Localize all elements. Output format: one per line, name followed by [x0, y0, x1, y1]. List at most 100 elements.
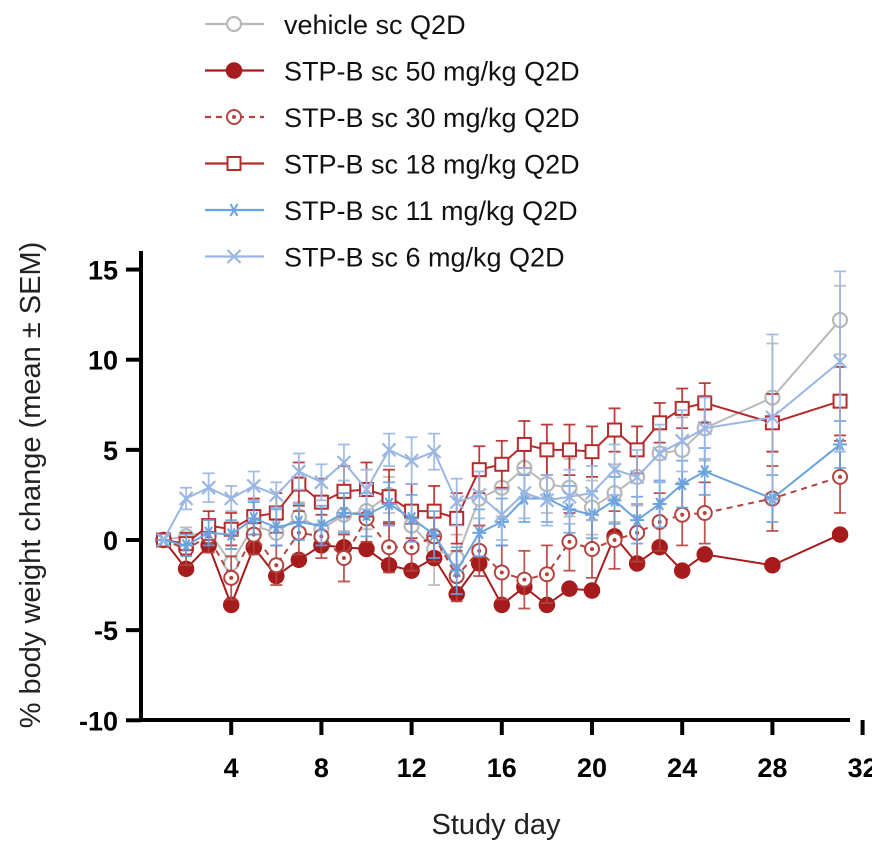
data-point: [404, 453, 419, 468]
plot-area: [155, 270, 849, 614]
data-point: [584, 541, 600, 558]
legend-marker: [227, 203, 241, 217]
x-tick-label: 4: [224, 753, 239, 783]
legend-marker: [225, 15, 243, 33]
axes: [139, 251, 850, 722]
data-point: [583, 582, 601, 599]
data-point: [584, 444, 600, 460]
data-point: [404, 511, 419, 525]
data-point: [630, 513, 645, 527]
data-point: [269, 520, 284, 534]
x-tick-label: 28: [757, 753, 787, 783]
data-point: [516, 436, 532, 452]
data-point: [427, 528, 442, 542]
data-point: [832, 354, 848, 369]
data-point: [493, 564, 510, 581]
data-point: [156, 532, 171, 548]
legend-marker: [226, 109, 242, 125]
data-point: [539, 442, 555, 458]
data-point: [472, 526, 487, 540]
data-point: [471, 487, 487, 503]
data-point: [291, 464, 307, 479]
data-point: [561, 580, 578, 597]
data-point: [359, 482, 374, 497]
data-point: [381, 442, 397, 458]
y-tick-label: -5: [94, 616, 118, 646]
data-point: [494, 456, 510, 472]
ticks: 15 10 5 0 -5 -10 4 8 12 16 20 24 28 32: [79, 256, 872, 783]
legend-item: STP-B sc 11 mg/kg Q2D: [205, 196, 578, 226]
data-point: [629, 469, 645, 485]
y-tick-label: 10: [88, 346, 118, 376]
data-point: [178, 491, 194, 506]
data-point: [336, 455, 352, 470]
data-point: [673, 562, 691, 579]
data-point: [674, 433, 690, 449]
x-tick-label: 12: [397, 753, 427, 783]
data-point: [696, 546, 713, 563]
data-point: [697, 420, 713, 436]
data-point: [335, 550, 352, 567]
data-point: [314, 519, 329, 533]
data-point: [561, 533, 578, 550]
x-axis-title: Study day: [432, 809, 561, 841]
data-point: [517, 485, 532, 501]
data-point: [674, 506, 691, 523]
data-point: [246, 511, 261, 525]
legend-marker: [225, 62, 243, 79]
data-point: [831, 526, 849, 543]
data-point: [652, 446, 667, 461]
data-point: [538, 566, 555, 583]
data-point: [696, 504, 713, 521]
data-point: [359, 508, 374, 522]
legend: vehicle sc Q2D STP-B sc 50 mg/kg Q2D STP-B…: [205, 10, 580, 273]
data-point: [382, 497, 397, 511]
data-point: [449, 494, 464, 510]
x-tick-label: 20: [577, 753, 607, 783]
data-point: [607, 462, 622, 477]
data-point: [832, 468, 849, 485]
legend-item: vehicle sc Q2D: [205, 10, 466, 40]
x-tick-label: 24: [667, 753, 697, 783]
y-tick-label: -10: [79, 706, 118, 736]
legend-label: STP-B sc 50 mg/kg Q2D: [284, 57, 580, 87]
legend-label: STP-B sc 11 mg/kg Q2D: [284, 196, 578, 226]
data-point: [675, 477, 690, 491]
data-point: [201, 480, 216, 495]
data-point: [314, 475, 329, 490]
legend-marker: [226, 249, 242, 264]
data-point: [607, 422, 623, 438]
legend-item: STP-B sc 6 mg/kg Q2D: [205, 243, 565, 273]
series-6: [156, 270, 848, 548]
data-point: [516, 571, 533, 588]
legend-item: STP-B sc 30 mg/kg Q2D: [205, 103, 580, 133]
y-tick-label: 5: [103, 436, 118, 466]
legend-marker: [226, 156, 242, 171]
data-point: [224, 528, 239, 542]
data-point: [607, 493, 622, 507]
legend-label: STP-B sc 18 mg/kg Q2D: [284, 150, 580, 180]
y-tick-label: 0: [103, 526, 118, 556]
data-point: [358, 540, 375, 558]
data-point: [223, 569, 240, 586]
data-point: [606, 532, 623, 548]
legend-label: STP-B sc 6 mg/kg Q2D: [284, 243, 565, 273]
x-tick-label: 32: [848, 753, 872, 783]
legend-label: vehicle sc Q2D: [284, 10, 466, 40]
data-point: [652, 497, 667, 511]
data-point: [381, 539, 398, 556]
data-point: [336, 506, 351, 520]
data-point: [764, 556, 781, 574]
data-point: [268, 557, 285, 574]
data-point: [426, 444, 442, 459]
data-point: [584, 485, 600, 501]
data-point: [246, 478, 262, 494]
x-tick-label: 16: [487, 753, 517, 783]
y-tick-label: 15: [88, 256, 118, 286]
data-point: [765, 410, 780, 425]
data-point: [449, 564, 464, 578]
y-axis-title: % body weight change (mean ± SEM): [15, 242, 47, 729]
legend-item: STP-B sc 50 mg/kg Q2D: [205, 57, 580, 87]
data-point: [562, 489, 577, 505]
